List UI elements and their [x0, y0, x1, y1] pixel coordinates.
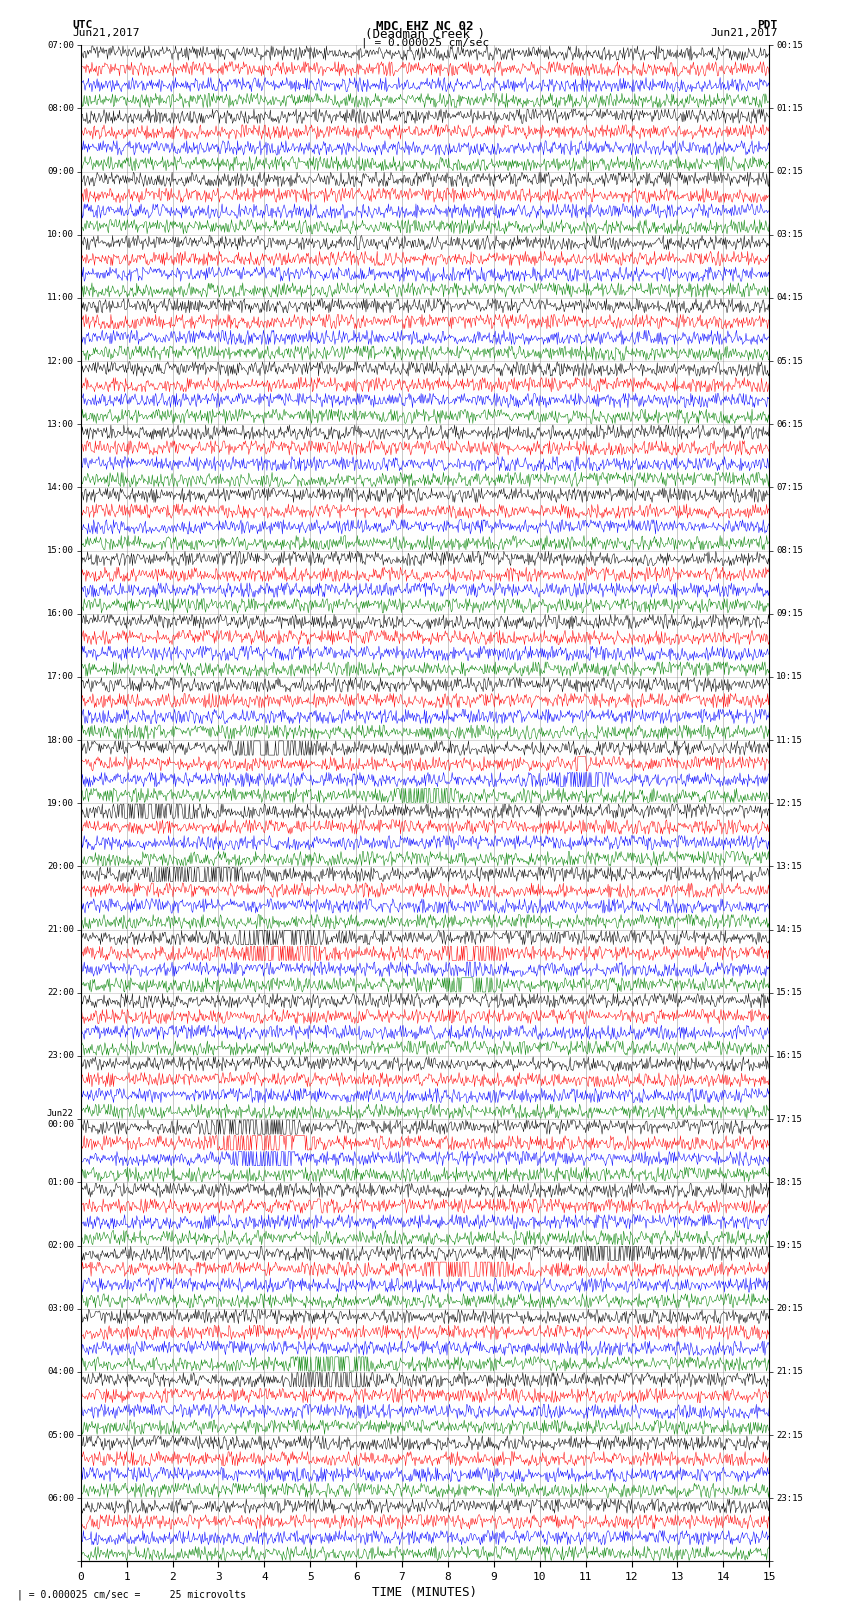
X-axis label: TIME (MINUTES): TIME (MINUTES): [372, 1586, 478, 1598]
Text: (Deadman Creek ): (Deadman Creek ): [365, 29, 485, 42]
Text: PDT: PDT: [757, 19, 778, 31]
Text: Jun21,2017: Jun21,2017: [72, 27, 139, 37]
Text: UTC: UTC: [72, 19, 93, 31]
Text: | = 0.000025 cm/sec =     25 microvolts: | = 0.000025 cm/sec = 25 microvolts: [17, 1589, 246, 1600]
Text: | = 0.000025 cm/sec: | = 0.000025 cm/sec: [361, 37, 489, 48]
Text: Jun21,2017: Jun21,2017: [711, 27, 778, 37]
Text: MDC EHZ NC 02: MDC EHZ NC 02: [377, 19, 473, 34]
